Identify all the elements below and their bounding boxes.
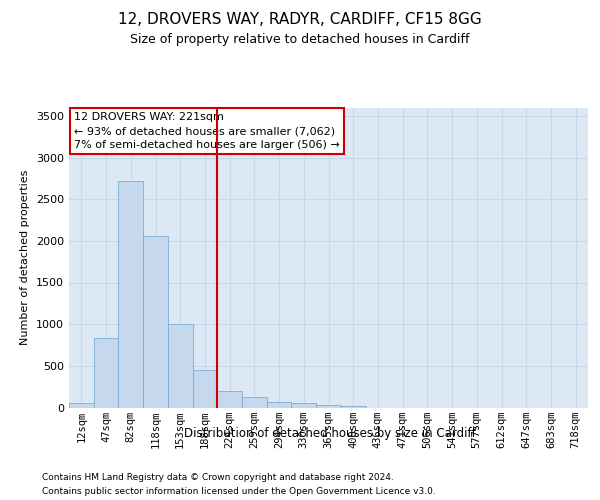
Bar <box>69 403 94 407</box>
Bar <box>267 402 292 407</box>
Y-axis label: Number of detached properties: Number of detached properties <box>20 170 31 345</box>
Text: 12, DROVERS WAY, RADYR, CARDIFF, CF15 8GG: 12, DROVERS WAY, RADYR, CARDIFF, CF15 8G… <box>118 12 482 28</box>
Text: 12 DROVERS WAY: 221sqm
← 93% of detached houses are smaller (7,062)
7% of semi-d: 12 DROVERS WAY: 221sqm ← 93% of detached… <box>74 112 340 150</box>
Text: Contains public sector information licensed under the Open Government Licence v3: Contains public sector information licen… <box>42 488 436 496</box>
Bar <box>341 406 365 407</box>
Bar <box>242 396 267 407</box>
Bar <box>143 236 168 408</box>
Bar <box>217 391 242 407</box>
Bar <box>168 324 193 407</box>
Bar <box>118 181 143 408</box>
Text: Size of property relative to detached houses in Cardiff: Size of property relative to detached ho… <box>130 32 470 46</box>
Text: Distribution of detached houses by size in Cardiff: Distribution of detached houses by size … <box>184 428 476 440</box>
Bar <box>292 403 316 407</box>
Bar <box>94 338 118 407</box>
Bar <box>193 370 217 408</box>
Bar <box>316 405 341 407</box>
Text: Contains HM Land Registry data © Crown copyright and database right 2024.: Contains HM Land Registry data © Crown c… <box>42 472 394 482</box>
